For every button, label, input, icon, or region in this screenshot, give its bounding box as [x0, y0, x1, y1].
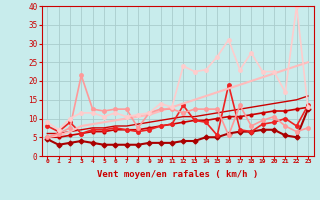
X-axis label: Vent moyen/en rafales ( km/h ): Vent moyen/en rafales ( km/h ) — [97, 170, 258, 179]
